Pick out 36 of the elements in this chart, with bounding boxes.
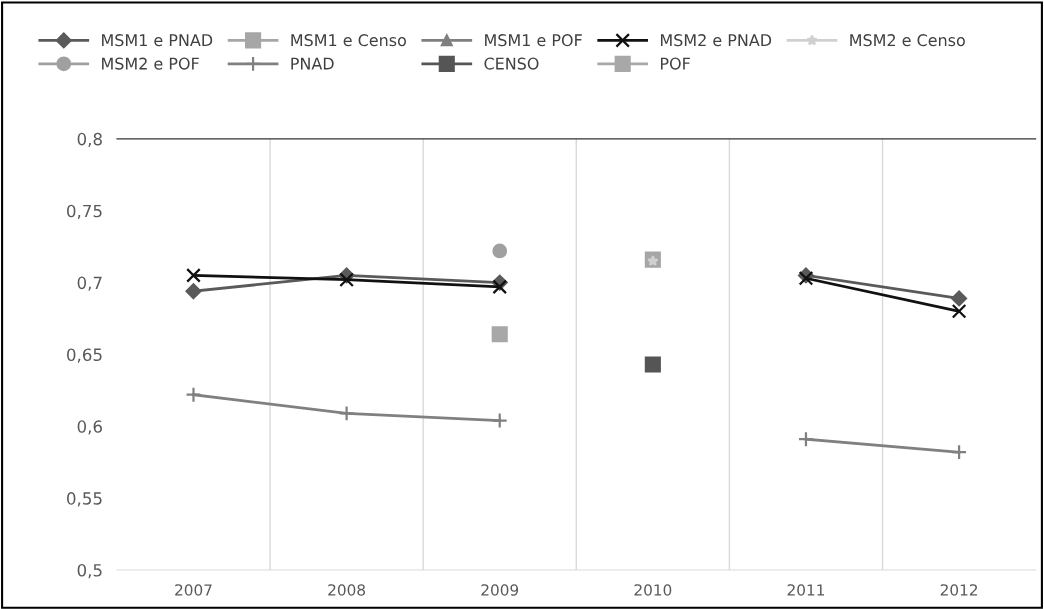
y-tick-label: 0,7 <box>77 276 102 291</box>
x-tick-label: 2012 <box>940 584 977 596</box>
point <box>491 326 508 343</box>
y-tick-label: 0,65 <box>67 348 102 363</box>
point <box>185 283 202 300</box>
y-tick-label: 0,75 <box>67 204 102 219</box>
x-tick-label: 2008 <box>328 584 365 596</box>
point <box>186 268 201 283</box>
point <box>339 272 354 288</box>
legend-label: PNAD <box>291 57 334 70</box>
point <box>644 356 661 373</box>
y-tick-label: 0,5 <box>77 563 102 579</box>
x-tick-label: 2009 <box>481 584 519 596</box>
legend-label: MSM1 e PNAD <box>102 34 213 47</box>
legend-label: MSM1 e Censo <box>291 34 406 47</box>
legend-label: MSM2 e PNAD <box>660 34 772 47</box>
y-tick-label: 0,6 <box>77 420 102 435</box>
legend-label: POF <box>660 57 690 70</box>
point <box>951 444 968 461</box>
legend-label: MSM2 e Censo <box>850 34 965 47</box>
legend-label: CENSO <box>484 57 539 70</box>
x-tick-label: 2011 <box>787 584 824 596</box>
point <box>951 290 968 307</box>
point <box>797 431 815 448</box>
y-tick-label: 0,8 <box>77 132 102 148</box>
x-tick-label: 2007 <box>175 584 212 596</box>
legend-label: MSM2 e POF <box>102 57 199 70</box>
point <box>338 405 355 422</box>
x-tick-label: 2010 <box>634 584 672 596</box>
point <box>492 243 508 259</box>
point <box>491 412 508 429</box>
legend-label: MSM1 e POF <box>485 34 582 47</box>
point <box>185 386 202 403</box>
point <box>951 303 967 319</box>
y-tick-label: 0,55 <box>67 492 102 507</box>
point <box>492 279 508 295</box>
